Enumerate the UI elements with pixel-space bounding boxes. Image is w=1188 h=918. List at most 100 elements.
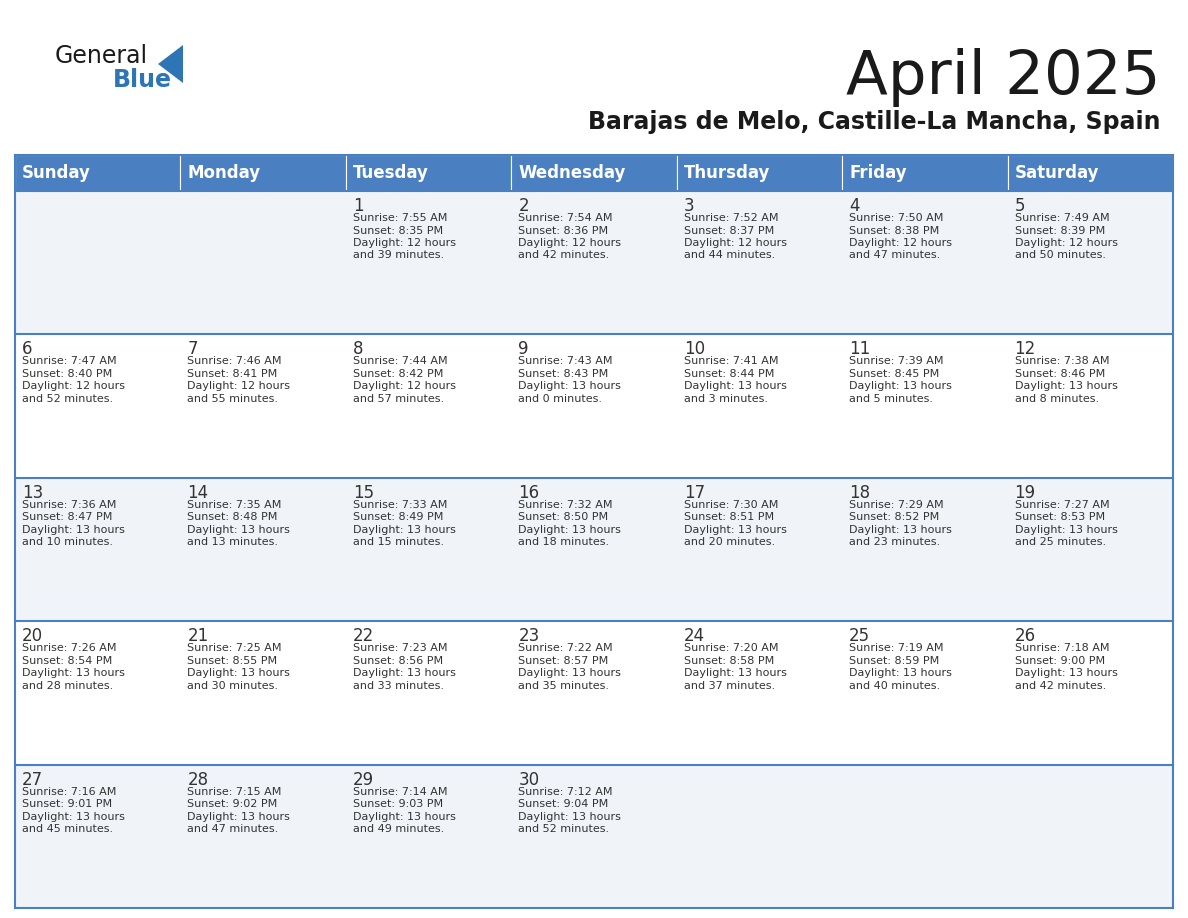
Text: and 3 minutes.: and 3 minutes. (684, 394, 767, 404)
Text: General: General (55, 44, 148, 68)
Text: 30: 30 (518, 770, 539, 789)
Text: Daylight: 12 hours: Daylight: 12 hours (684, 238, 786, 248)
Text: and 47 minutes.: and 47 minutes. (849, 251, 941, 261)
Text: Sunrise: 7:25 AM: Sunrise: 7:25 AM (188, 644, 282, 654)
Text: and 30 minutes.: and 30 minutes. (188, 681, 278, 690)
Text: Sunset: 8:51 PM: Sunset: 8:51 PM (684, 512, 773, 522)
Text: 18: 18 (849, 484, 871, 502)
Text: 20: 20 (23, 627, 43, 645)
Text: Daylight: 13 hours: Daylight: 13 hours (23, 812, 125, 822)
Bar (181, 155, 346, 191)
Text: Sunrise: 7:38 AM: Sunrise: 7:38 AM (1015, 356, 1110, 366)
Text: 8: 8 (353, 341, 364, 358)
Text: Sunset: 9:01 PM: Sunset: 9:01 PM (23, 799, 112, 809)
Text: Sunrise: 7:44 AM: Sunrise: 7:44 AM (353, 356, 448, 366)
Text: Sunset: 8:52 PM: Sunset: 8:52 PM (849, 512, 940, 522)
Bar (15, 765, 1173, 908)
Text: 1: 1 (353, 197, 364, 215)
Text: Sunset: 8:55 PM: Sunset: 8:55 PM (188, 655, 278, 666)
Text: and 52 minutes.: and 52 minutes. (518, 824, 609, 834)
Text: Daylight: 13 hours: Daylight: 13 hours (849, 668, 952, 678)
Text: Barajas de Melo, Castille-La Mancha, Spain: Barajas de Melo, Castille-La Mancha, Spa… (588, 110, 1159, 134)
Text: Sunrise: 7:46 AM: Sunrise: 7:46 AM (188, 356, 282, 366)
Text: Sunrise: 7:47 AM: Sunrise: 7:47 AM (23, 356, 116, 366)
Text: Sunset: 8:41 PM: Sunset: 8:41 PM (188, 369, 278, 379)
Text: Sunset: 8:48 PM: Sunset: 8:48 PM (188, 512, 278, 522)
Text: Sunrise: 7:27 AM: Sunrise: 7:27 AM (1015, 499, 1110, 509)
Text: Sunrise: 7:33 AM: Sunrise: 7:33 AM (353, 499, 447, 509)
Text: April 2025: April 2025 (846, 48, 1159, 107)
Text: 25: 25 (849, 627, 871, 645)
Text: Daylight: 13 hours: Daylight: 13 hours (353, 525, 456, 535)
Text: 9: 9 (518, 341, 529, 358)
Text: 21: 21 (188, 627, 209, 645)
Text: Sunset: 8:53 PM: Sunset: 8:53 PM (1015, 512, 1105, 522)
Text: Daylight: 12 hours: Daylight: 12 hours (188, 381, 290, 391)
Text: and 57 minutes.: and 57 minutes. (353, 394, 444, 404)
Text: Daylight: 12 hours: Daylight: 12 hours (849, 238, 952, 248)
Polygon shape (158, 45, 183, 83)
Text: 2: 2 (518, 197, 529, 215)
Text: Sunrise: 7:22 AM: Sunrise: 7:22 AM (518, 644, 613, 654)
Text: Sunset: 8:44 PM: Sunset: 8:44 PM (684, 369, 775, 379)
Text: Sunrise: 7:23 AM: Sunrise: 7:23 AM (353, 644, 448, 654)
Text: Daylight: 13 hours: Daylight: 13 hours (353, 812, 456, 822)
Text: Sunset: 8:56 PM: Sunset: 8:56 PM (353, 655, 443, 666)
Text: Sunset: 8:35 PM: Sunset: 8:35 PM (353, 226, 443, 236)
Text: 16: 16 (518, 484, 539, 502)
Text: and 5 minutes.: and 5 minutes. (849, 394, 933, 404)
Text: Sunset: 8:39 PM: Sunset: 8:39 PM (1015, 226, 1105, 236)
Text: Monday: Monday (188, 164, 260, 182)
Bar (15, 155, 181, 191)
Text: Daylight: 13 hours: Daylight: 13 hours (684, 381, 786, 391)
Text: Sunrise: 7:18 AM: Sunrise: 7:18 AM (1015, 644, 1110, 654)
Text: Daylight: 13 hours: Daylight: 13 hours (353, 668, 456, 678)
Text: 29: 29 (353, 770, 374, 789)
Text: Sunrise: 7:15 AM: Sunrise: 7:15 AM (188, 787, 282, 797)
Text: 17: 17 (684, 484, 704, 502)
Text: Daylight: 13 hours: Daylight: 13 hours (23, 668, 125, 678)
Text: Sunrise: 7:12 AM: Sunrise: 7:12 AM (518, 787, 613, 797)
Text: 27: 27 (23, 770, 43, 789)
Text: Sunset: 9:03 PM: Sunset: 9:03 PM (353, 799, 443, 809)
Text: 15: 15 (353, 484, 374, 502)
Text: Sunrise: 7:26 AM: Sunrise: 7:26 AM (23, 644, 116, 654)
Text: Sunset: 8:50 PM: Sunset: 8:50 PM (518, 512, 608, 522)
Text: Sunset: 8:54 PM: Sunset: 8:54 PM (23, 655, 112, 666)
Text: and 37 minutes.: and 37 minutes. (684, 681, 775, 690)
Text: and 0 minutes.: and 0 minutes. (518, 394, 602, 404)
Text: and 55 minutes.: and 55 minutes. (188, 394, 278, 404)
Text: Daylight: 13 hours: Daylight: 13 hours (518, 668, 621, 678)
Text: Daylight: 12 hours: Daylight: 12 hours (23, 381, 125, 391)
Text: and 35 minutes.: and 35 minutes. (518, 681, 609, 690)
Bar (842, 155, 1007, 191)
Text: Sunrise: 7:36 AM: Sunrise: 7:36 AM (23, 499, 116, 509)
Text: and 49 minutes.: and 49 minutes. (353, 824, 444, 834)
Text: 24: 24 (684, 627, 704, 645)
Text: Sunrise: 7:29 AM: Sunrise: 7:29 AM (849, 499, 943, 509)
Text: Daylight: 12 hours: Daylight: 12 hours (1015, 238, 1118, 248)
Text: Sunset: 8:47 PM: Sunset: 8:47 PM (23, 512, 113, 522)
Text: Daylight: 12 hours: Daylight: 12 hours (518, 238, 621, 248)
Text: Sunrise: 7:43 AM: Sunrise: 7:43 AM (518, 356, 613, 366)
Text: Thursday: Thursday (684, 164, 770, 182)
Text: Daylight: 13 hours: Daylight: 13 hours (188, 525, 290, 535)
Text: and 39 minutes.: and 39 minutes. (353, 251, 444, 261)
Text: and 45 minutes.: and 45 minutes. (23, 824, 113, 834)
Text: Sunset: 8:42 PM: Sunset: 8:42 PM (353, 369, 443, 379)
Text: Sunset: 8:43 PM: Sunset: 8:43 PM (518, 369, 608, 379)
Text: Sunset: 8:59 PM: Sunset: 8:59 PM (849, 655, 940, 666)
Bar (15, 477, 1173, 621)
Text: Sunrise: 7:54 AM: Sunrise: 7:54 AM (518, 213, 613, 223)
Text: and 47 minutes.: and 47 minutes. (188, 824, 279, 834)
Text: 28: 28 (188, 770, 209, 789)
Text: Daylight: 13 hours: Daylight: 13 hours (518, 812, 621, 822)
Text: and 18 minutes.: and 18 minutes. (518, 537, 609, 547)
Text: Sunrise: 7:35 AM: Sunrise: 7:35 AM (188, 499, 282, 509)
Text: Sunrise: 7:14 AM: Sunrise: 7:14 AM (353, 787, 448, 797)
Text: Daylight: 13 hours: Daylight: 13 hours (849, 525, 952, 535)
Text: Sunset: 8:58 PM: Sunset: 8:58 PM (684, 655, 773, 666)
Text: Wednesday: Wednesday (518, 164, 626, 182)
Text: and 40 minutes.: and 40 minutes. (849, 681, 940, 690)
Text: Daylight: 13 hours: Daylight: 13 hours (518, 525, 621, 535)
